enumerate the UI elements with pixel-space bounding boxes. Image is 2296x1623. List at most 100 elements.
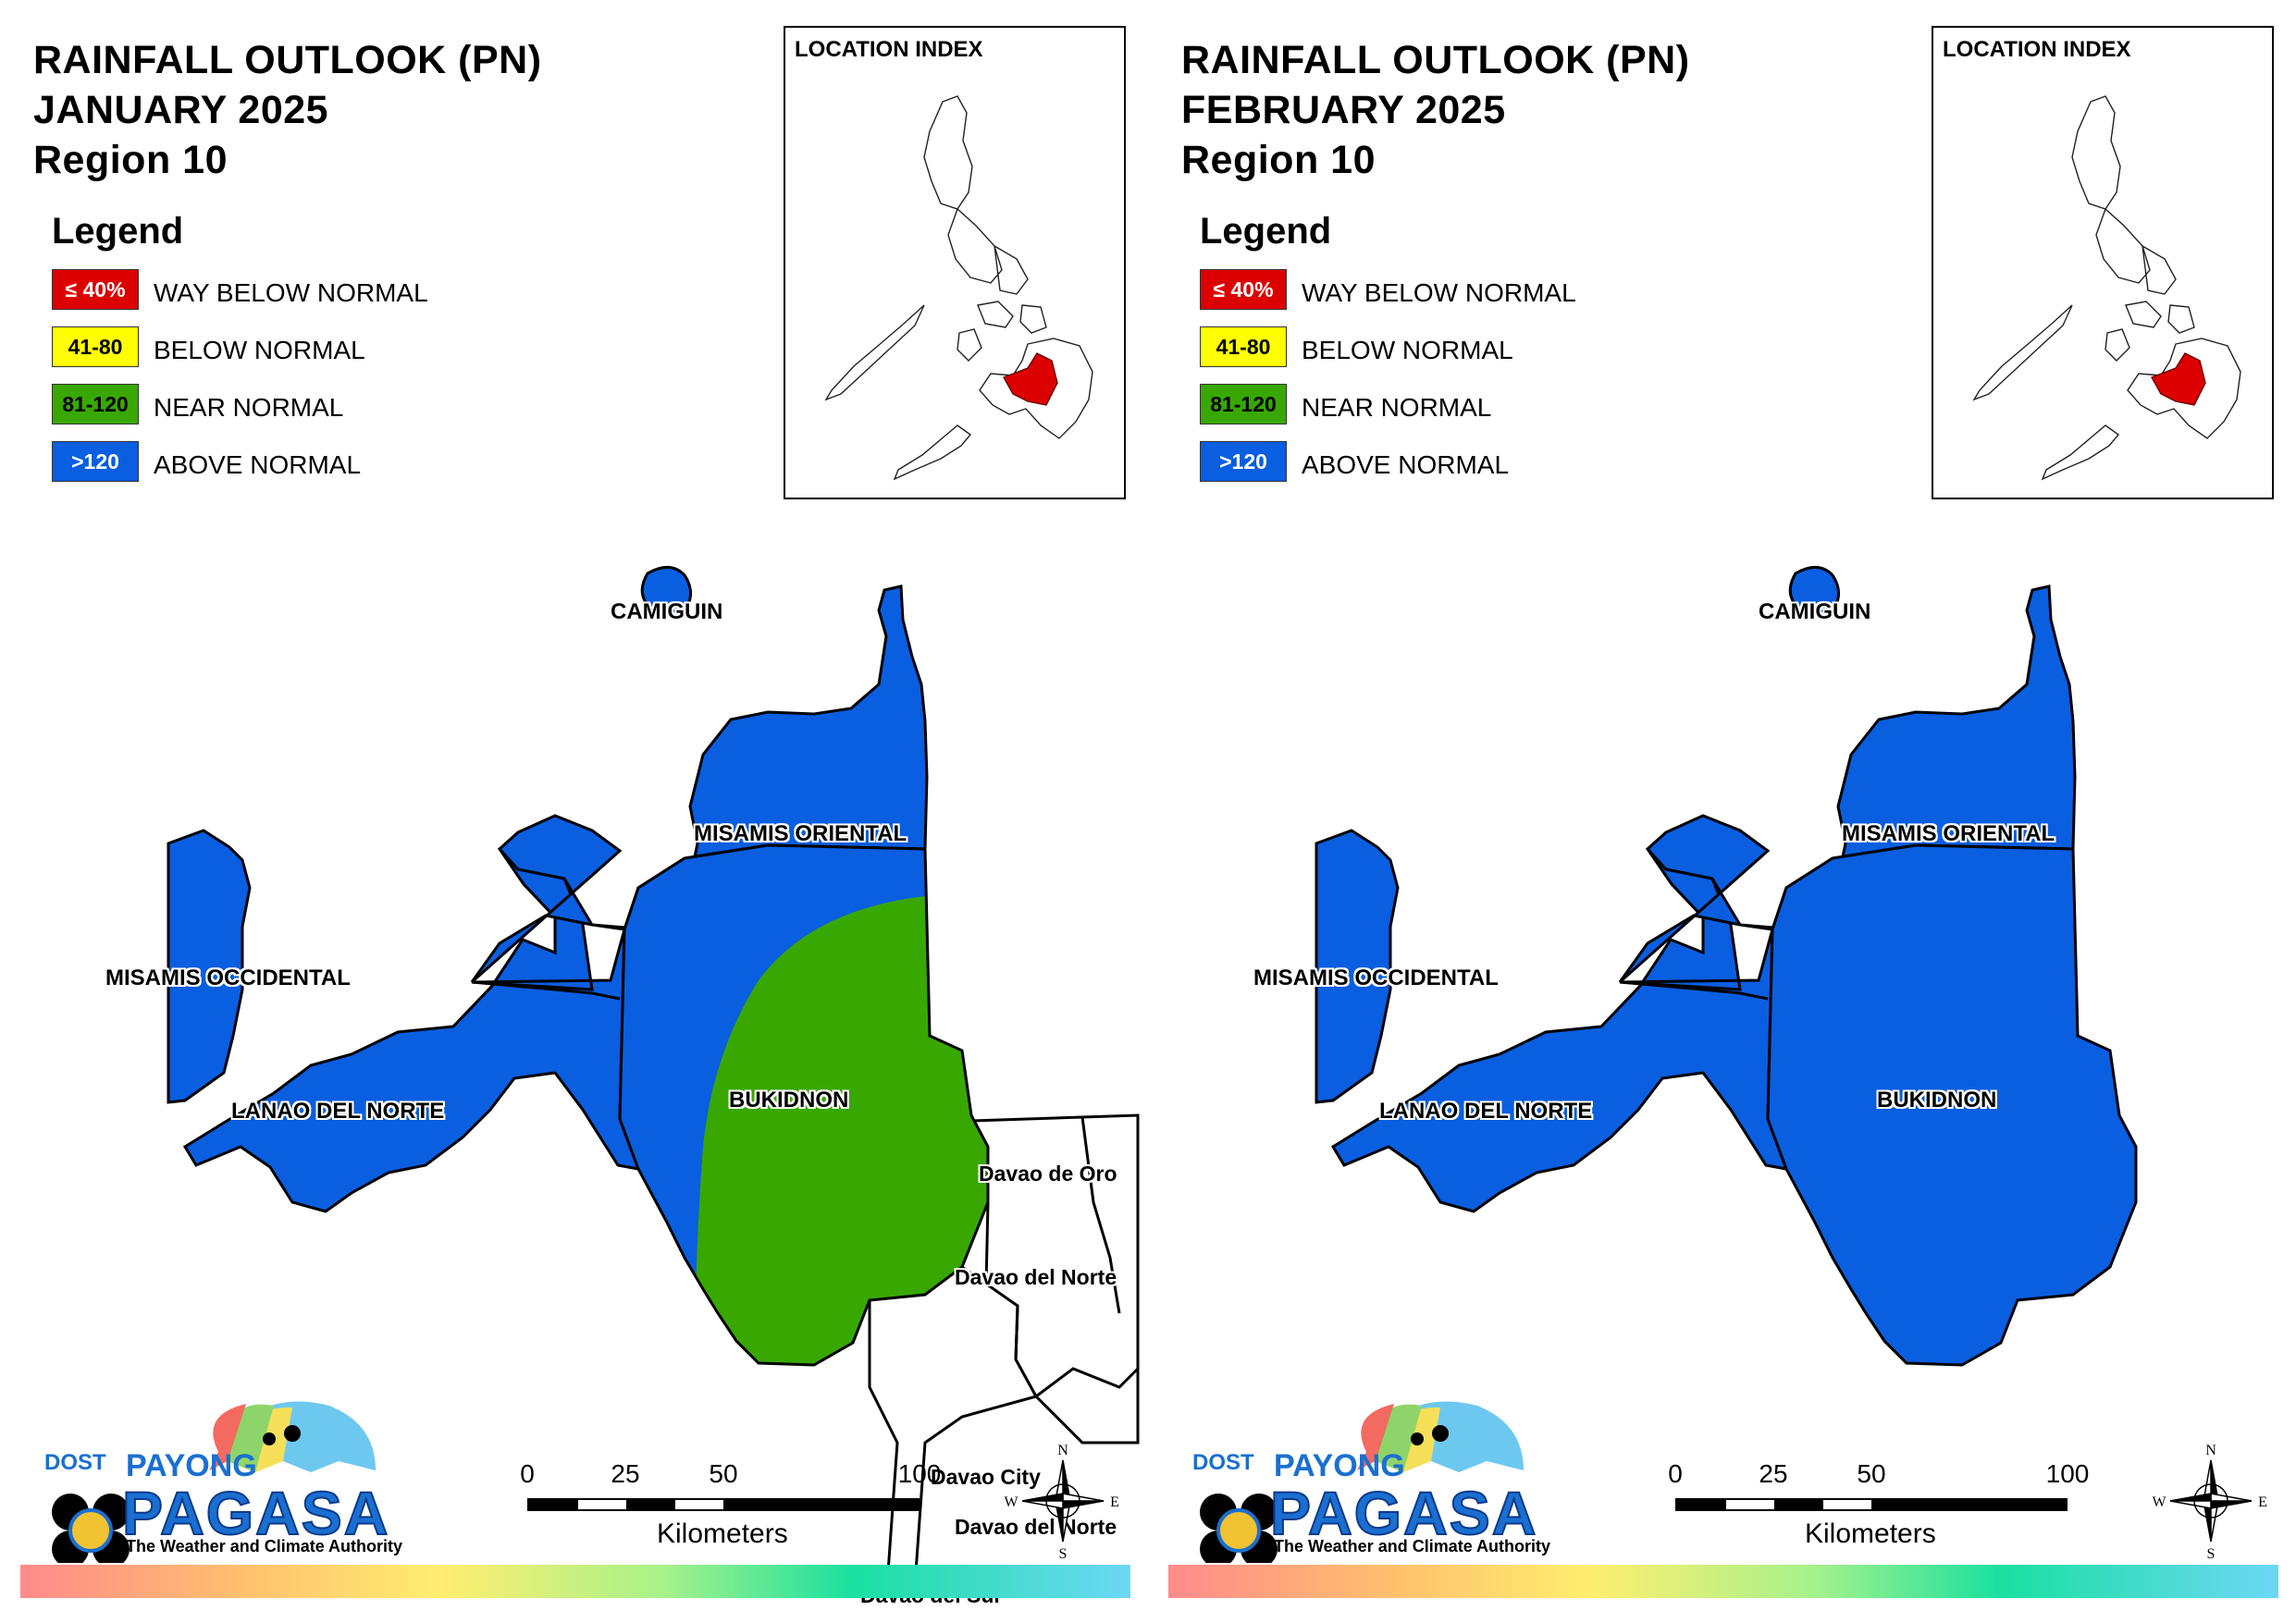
scale-bar: 0 25 50 100 Kilometers [1668, 1459, 2089, 1570]
label-davao-del-norte-2: Davao del Norte [955, 1515, 1117, 1539]
legend-item-near: 81-120 NEAR NORMAL [1200, 384, 1491, 441]
philippines-outline-map [1972, 95, 2241, 481]
neighbor-provinces [868, 1113, 1140, 1572]
logo-dost: DOST [1192, 1450, 1254, 1475]
label-bukidnon: BUKIDNON [1877, 1088, 1997, 1113]
label-misamis-occidental: MISAMIS OCCIDENTAL [105, 965, 351, 990]
misamis-occidental-province [167, 829, 252, 1104]
region10-map [167, 566, 1140, 1572]
bukidnon-province [1766, 843, 2138, 1367]
legend-swatch: >120 [52, 441, 139, 482]
scale-bar-graphic [1675, 1498, 2068, 1511]
legend-item-below: 41-80 BELOW NORMAL [52, 326, 365, 384]
svg-text:S: S [1059, 1546, 1068, 1561]
label-lanao-del-norte: LANAO DEL NORTE [1379, 1099, 1593, 1124]
neighbor-boundaries [1014, 1116, 1140, 1398]
legend-label: ABOVE NORMAL [1302, 450, 1510, 479]
logo-pagasa: PAGASA [121, 1478, 390, 1548]
pagasa-logo: DOST PAYONG PAGASA The Weather and Clima… [33, 1387, 402, 1563]
region10-map [1315, 566, 2138, 1367]
legend-swatch: 41-80 [1200, 326, 1287, 367]
legend-swatch: 41-80 [52, 326, 139, 367]
scale-bar: 0 25 50 100 Kilometers [520, 1459, 941, 1570]
svg-text:S: S [2207, 1546, 2216, 1561]
title-line-1: RAINFALL OUTLOOK (PN) [33, 38, 542, 82]
legend-item-near: 81-120 NEAR NORMAL [52, 384, 343, 441]
label-lanao-del-norte: LANAO DEL NORTE [231, 1099, 445, 1124]
legend-label: NEAR NORMAL [154, 393, 344, 422]
umbrella-icon [1200, 1401, 1524, 1563]
province-boundaries [1619, 980, 1769, 1001]
inset-title: LOCATION INDEX [1943, 37, 2131, 62]
misamis-occidental-province [1315, 829, 1400, 1104]
svg-text:E: E [2258, 1494, 2267, 1510]
label-camiguin: CAMIGUIN [1759, 599, 1871, 624]
label-camiguin: CAMIGUIN [611, 599, 723, 624]
scale-tick: 100 [897, 1459, 942, 1488]
region10-highlight [1002, 352, 1058, 406]
legend-label: WAY BELOW NORMAL [1302, 278, 1576, 307]
svg-text:N: N [1057, 1443, 1068, 1458]
pagasa-logo: DOST PAYONG PAGASA The Weather and Clima… [1181, 1387, 1550, 1563]
scale-tick: 0 [520, 1459, 535, 1488]
svg-text:N: N [2205, 1443, 2216, 1458]
footer-gradient-bar [1168, 1565, 2278, 1598]
legend-item-way-below: ≤ 40% WAY BELOW NORMAL [1200, 269, 1576, 326]
svg-text:W: W [1004, 1494, 1018, 1510]
label-misamis-oriental: MISAMIS ORIENTAL [1842, 821, 2055, 846]
outlook-panel-january: RAINFALL OUTLOOK (PN) JANUARY 2025 Regio… [20, 26, 1140, 1607]
lanao-del-norte-province [1330, 847, 1789, 1213]
legend-swatch: 81-120 [52, 384, 139, 424]
scale-bar-graphic [527, 1498, 920, 1511]
province-boundaries [471, 980, 621, 1001]
scale-tick: 50 [1857, 1459, 1886, 1488]
label-bukidnon: BUKIDNON [729, 1088, 849, 1113]
outlook-panel-february: RAINFALL OUTLOOK (PN) FEBRUARY 2025 Regi… [1148, 0, 2296, 1623]
legend-swatch: ≤ 40% [52, 269, 139, 310]
title-line-region: Region 10 [33, 138, 228, 182]
legend-label: ABOVE NORMAL [154, 450, 362, 479]
legend-label: WAY BELOW NORMAL [154, 278, 428, 307]
north-arrow-icon: N S E W [2152, 1443, 2267, 1561]
label-davao-del-norte: Davao del Norte [955, 1265, 1117, 1289]
map-title: RAINFALL OUTLOOK (PN) FEBRUARY 2025 Regi… [1181, 35, 1690, 185]
legend-label: BELOW NORMAL [154, 336, 365, 364]
bukidnon-outline [618, 843, 990, 1367]
logo-tagline: The Weather and Climate Authority [126, 1537, 403, 1555]
legend-swatch: >120 [1200, 441, 1287, 482]
legend-title: Legend [52, 211, 184, 252]
legend-item-above: >120 ABOVE NORMAL [1200, 441, 1509, 498]
location-index-inset: LOCATION INDEX [1932, 26, 2274, 499]
logo-tagline: The Weather and Climate Authority [1274, 1537, 1551, 1555]
location-index-inset: LOCATION INDEX [784, 26, 1126, 499]
scale-unit: Kilometers [657, 1518, 788, 1549]
title-line-month: FEBRUARY 2025 [1181, 88, 1506, 132]
inset-title: LOCATION INDEX [795, 37, 983, 62]
label-misamis-oriental: MISAMIS ORIENTAL [694, 821, 907, 846]
camiguin-province [1788, 566, 1840, 617]
legend-swatch: 81-120 [1200, 384, 1287, 424]
lanao-del-norte-province [182, 847, 641, 1213]
scale-unit: Kilometers [1805, 1518, 1936, 1549]
footer-gradient-bar [20, 1565, 1130, 1598]
title-line-month: JANUARY 2025 [33, 88, 329, 132]
legend-title: Legend [1200, 211, 1332, 252]
scale-tick: 50 [709, 1459, 738, 1488]
label-misamis-occidental: MISAMIS OCCIDENTAL [1253, 965, 1499, 990]
scale-tick: 25 [1759, 1459, 1788, 1488]
map-title: RAINFALL OUTLOOK (PN) JANUARY 2025 Regio… [33, 35, 542, 185]
legend-item-below: 41-80 BELOW NORMAL [1200, 326, 1513, 384]
label-davao-de-oro: Davao de Oro [979, 1162, 1117, 1186]
scale-tick: 100 [2045, 1459, 2090, 1488]
logo-payong: PAYONG [1274, 1448, 1405, 1483]
svg-text:W: W [2152, 1494, 2166, 1510]
title-line-region: Region 10 [1181, 138, 1376, 182]
legend-item-above: >120 ABOVE NORMAL [52, 441, 361, 498]
scale-tick: 0 [1668, 1459, 1683, 1488]
label-davao-city: Davao City [931, 1465, 1041, 1489]
scale-tick: 25 [611, 1459, 640, 1488]
legend: Legend ≤ 40% WAY BELOW NORMAL 41-80 BELO… [52, 211, 428, 498]
logo-payong: PAYONG [126, 1448, 257, 1483]
legend-item-way-below: ≤ 40% WAY BELOW NORMAL [52, 269, 428, 326]
logo-dost: DOST [44, 1450, 106, 1475]
